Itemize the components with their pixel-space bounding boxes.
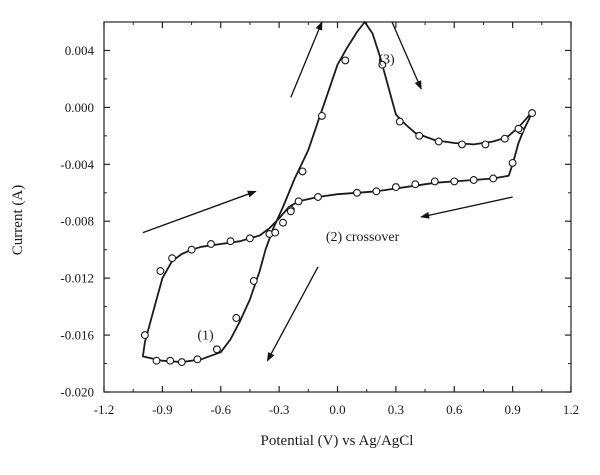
data-point <box>314 193 322 201</box>
x-tick-label: 0.0 <box>329 402 345 417</box>
data-point <box>391 183 400 192</box>
data-point <box>177 358 186 367</box>
y-axis-title: Current (A) <box>10 185 26 255</box>
data-point <box>469 176 478 184</box>
data-point <box>298 167 307 176</box>
data-point <box>528 109 537 118</box>
data-point <box>152 356 161 365</box>
y-tick-label: 0.000 <box>65 100 94 115</box>
data-point <box>271 228 280 237</box>
data-point <box>395 117 404 126</box>
annotation-label: (3) <box>378 52 395 67</box>
data-point <box>140 331 149 340</box>
data-point <box>286 207 295 216</box>
data-point <box>450 177 459 186</box>
x-tick-label: -0.9 <box>152 402 173 417</box>
data-point <box>430 177 439 186</box>
axes: -1.2 -0.9 -0.6 -0.3 0.0 0.3 0.6 0.9 1.2 -0.020 -0.… <box>60 21 579 417</box>
data-point <box>168 254 177 263</box>
plot-frame <box>103 21 572 393</box>
data-point <box>353 188 361 197</box>
data-point <box>514 124 523 133</box>
data-point <box>212 345 221 354</box>
data-point <box>294 197 303 206</box>
data-point <box>166 356 175 365</box>
x-tick-label: -0.6 <box>210 402 231 417</box>
data-point <box>411 180 420 189</box>
y-tick-label: 0.004 <box>65 43 95 58</box>
data-point <box>193 355 202 364</box>
data-point <box>249 277 258 285</box>
scan-direction-arrow <box>266 266 319 362</box>
data-point <box>378 60 387 69</box>
x-axis-title: Potential (V) vs Ag/AgCl <box>261 433 414 449</box>
x-tick-label: 0.6 <box>446 402 463 417</box>
annotation-label: (1) <box>197 328 214 343</box>
data-point <box>458 140 466 149</box>
data-point <box>500 134 509 143</box>
scan-direction-arrow <box>142 190 257 234</box>
y-tick-label: -0.004 <box>60 157 94 172</box>
data-point <box>508 158 517 167</box>
data-point <box>245 234 254 243</box>
data-point <box>317 111 326 120</box>
data-point <box>187 245 196 254</box>
data-point <box>489 174 498 183</box>
x-tick-label: 0.3 <box>388 402 404 417</box>
scan-direction-arrow <box>391 21 422 90</box>
x-tick-label: -0.3 <box>269 402 290 417</box>
y-tick-label: -0.016 <box>60 328 94 343</box>
data-point <box>232 314 241 322</box>
data-layer <box>140 21 537 367</box>
data-point <box>156 267 165 275</box>
annotation-layer: (1) (2) crossover (3) <box>142 21 513 362</box>
data-point <box>226 237 235 246</box>
x-tick-label: 0.9 <box>505 402 521 417</box>
series-line <box>142 21 533 363</box>
data-point <box>434 137 443 146</box>
data-point <box>415 131 424 140</box>
data-point <box>481 140 490 149</box>
scan-direction-arrow <box>290 21 323 98</box>
data-point <box>341 56 350 65</box>
y-tick-label: -0.012 <box>60 271 94 286</box>
data-point <box>372 187 381 196</box>
x-tick-label: 1.2 <box>563 402 579 417</box>
scan-direction-arrow <box>420 196 513 219</box>
y-tick-label: -0.008 <box>60 214 94 229</box>
y-tick-label: -0.020 <box>60 385 94 400</box>
annotation-label: (2) crossover <box>326 230 400 245</box>
data-point <box>207 240 215 248</box>
x-tick-label: -1.2 <box>94 402 115 417</box>
data-point <box>279 218 287 227</box>
